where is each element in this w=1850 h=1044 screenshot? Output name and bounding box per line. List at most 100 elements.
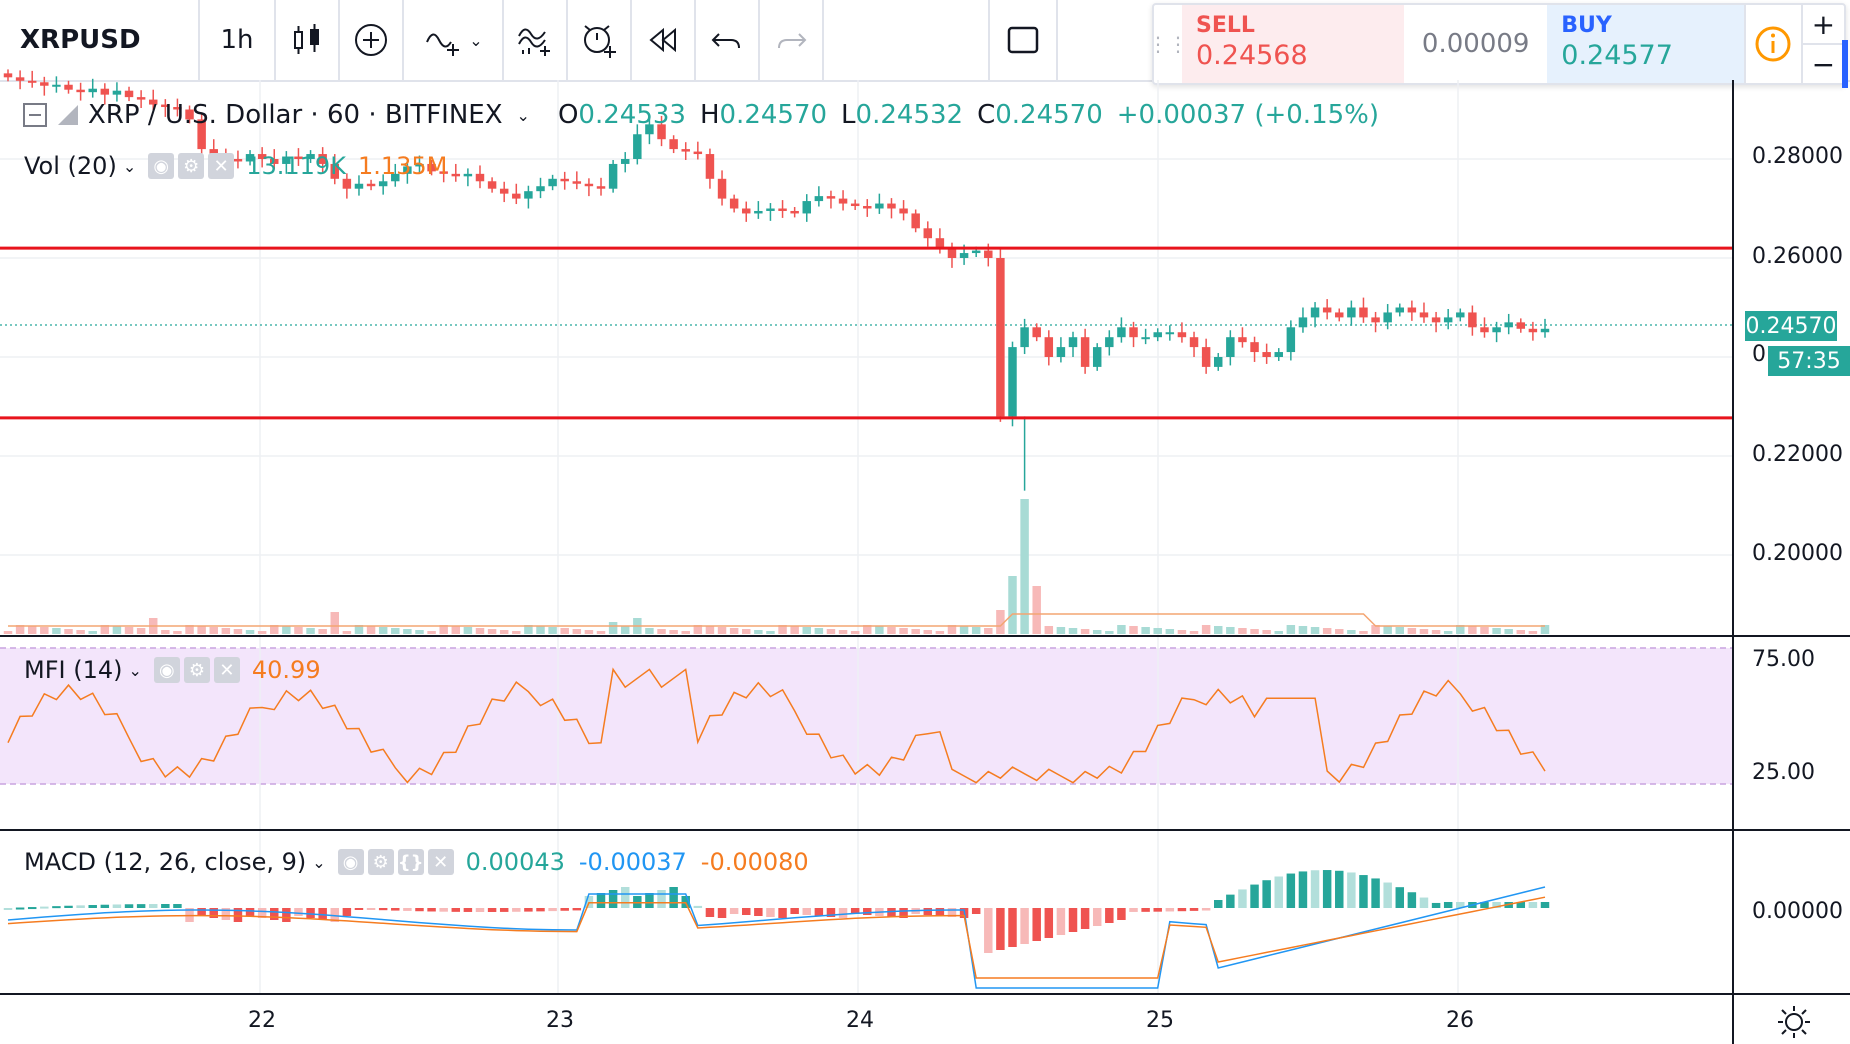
macd-hist-bar <box>923 908 933 915</box>
candle-body <box>1443 317 1453 323</box>
macd-hist-bar <box>76 905 85 908</box>
volume-bar <box>136 628 146 634</box>
candle-body <box>1044 337 1054 357</box>
macd-hist-bar <box>173 904 182 908</box>
symbol-search[interactable]: XRPUSD <box>0 0 200 80</box>
candle-body <box>1540 328 1550 333</box>
braces-icon[interactable]: {} <box>397 849 424 875</box>
macd-hist-bar <box>148 904 158 908</box>
minus-button[interactable]: − <box>1811 47 1836 81</box>
mfi-label: MFI (14) <box>24 656 123 684</box>
volume-bar <box>221 628 231 634</box>
volume-bar <box>1310 627 1320 634</box>
sell-button[interactable]: SELL 0.24568 <box>1182 5 1405 83</box>
fullscreen-button[interactable] <box>988 0 1058 80</box>
undo-button[interactable] <box>696 0 760 80</box>
volume-bar <box>1443 631 1453 634</box>
price-tick: 0.22000 <box>1752 442 1843 467</box>
volume-bar <box>1008 576 1017 634</box>
chevron-down-icon[interactable]: ⌄ <box>122 156 137 176</box>
time-tick: 25 <box>1146 1008 1174 1033</box>
volume-bar <box>1117 625 1126 634</box>
macd-hist-bar <box>1359 875 1368 908</box>
candle-body <box>1008 347 1017 417</box>
chevron-down-icon[interactable]: ⌄ <box>516 105 530 125</box>
close-icon[interactable]: ✕ <box>427 849 454 875</box>
macd-hist-bar <box>657 890 666 908</box>
volume-bar <box>1214 626 1223 634</box>
macd-signal-line <box>7 896 1546 979</box>
macd-hist-bar <box>1032 908 1041 941</box>
chart-style-icon[interactable] <box>276 0 340 80</box>
replay-button[interactable] <box>632 0 696 80</box>
buy-button[interactable]: BUY 0.24577 <box>1547 5 1744 83</box>
redo-button[interactable] <box>760 0 824 80</box>
candle-body <box>1407 307 1417 313</box>
candle-body <box>524 191 533 199</box>
macd-hist-bar <box>1165 908 1175 912</box>
interval-button[interactable]: 1h <box>200 0 276 80</box>
candle-body <box>1528 328 1538 333</box>
macd-hist-bar <box>64 905 73 908</box>
info-button[interactable] <box>1743 5 1801 83</box>
alert-button[interactable] <box>568 0 632 80</box>
volume-bar <box>802 627 811 634</box>
macd-hist-bar <box>403 908 412 911</box>
indicators-button[interactable]: ⌄ <box>404 0 504 80</box>
candle-body <box>148 99 158 105</box>
volume-bar <box>778 625 787 634</box>
macd-hist-bar <box>1153 908 1162 912</box>
volume-bar <box>1020 499 1029 634</box>
macd-hist-bar <box>996 908 1005 950</box>
macd-hist-bar <box>1117 908 1126 920</box>
macd-hist-bar <box>282 908 291 922</box>
volume-bar <box>1431 630 1441 634</box>
candle-body <box>197 119 206 150</box>
candle-body <box>608 163 618 189</box>
macd-hist-bar <box>1274 876 1283 908</box>
gear-icon[interactable]: ⚙ <box>178 153 205 179</box>
compare-button[interactable] <box>340 0 404 80</box>
collapse-icon[interactable] <box>22 102 48 128</box>
volume-controls: ◉ ⚙ ✕ <box>148 153 235 179</box>
candle-body <box>996 258 1005 417</box>
candle-body <box>487 181 497 189</box>
macd-hist-bar <box>742 908 751 915</box>
close-icon[interactable]: ✕ <box>208 153 235 179</box>
volume-bar <box>596 631 606 634</box>
macd-hist-bar <box>826 908 836 917</box>
drag-handle-icon[interactable]: ⋮⋮ <box>1148 32 1188 56</box>
close-value: 0.24570 <box>995 100 1103 130</box>
volume-bar <box>378 627 388 634</box>
redo-icon <box>778 33 807 49</box>
volume-bar <box>512 631 521 634</box>
macd-hist-bar <box>451 908 461 912</box>
chevron-down-icon[interactable]: ⌄ <box>128 660 142 680</box>
candle-body <box>112 90 122 95</box>
volume-bar <box>1322 628 1332 634</box>
settings-sun-icon[interactable] <box>1776 1004 1812 1040</box>
plus-button[interactable]: + <box>1802 5 1844 45</box>
templates-button[interactable] <box>504 0 568 80</box>
macd-hist-bar <box>1310 870 1320 908</box>
candle-body <box>1250 342 1259 353</box>
volume-bar <box>124 627 134 634</box>
chevron-down-icon[interactable]: ⌄ <box>312 852 326 872</box>
low-label: L <box>841 100 856 130</box>
macd-hist-bar <box>1395 887 1405 908</box>
candle-body <box>185 109 194 120</box>
volume-bar <box>1262 630 1271 634</box>
gear-icon[interactable]: ⚙ <box>183 657 210 683</box>
candle-body <box>76 89 85 93</box>
gear-icon[interactable]: ⚙ <box>367 849 394 875</box>
eye-icon[interactable]: ◉ <box>153 657 180 683</box>
eye-icon[interactable]: ◉ <box>148 153 175 179</box>
eye-icon[interactable]: ◉ <box>337 849 364 875</box>
macd-value: -0.00037 <box>578 848 687 876</box>
volume-bar <box>1371 625 1380 634</box>
candle-body <box>729 198 739 209</box>
close-icon[interactable]: ✕ <box>213 657 240 683</box>
candle-body <box>1238 337 1247 343</box>
candle-body <box>899 208 908 214</box>
